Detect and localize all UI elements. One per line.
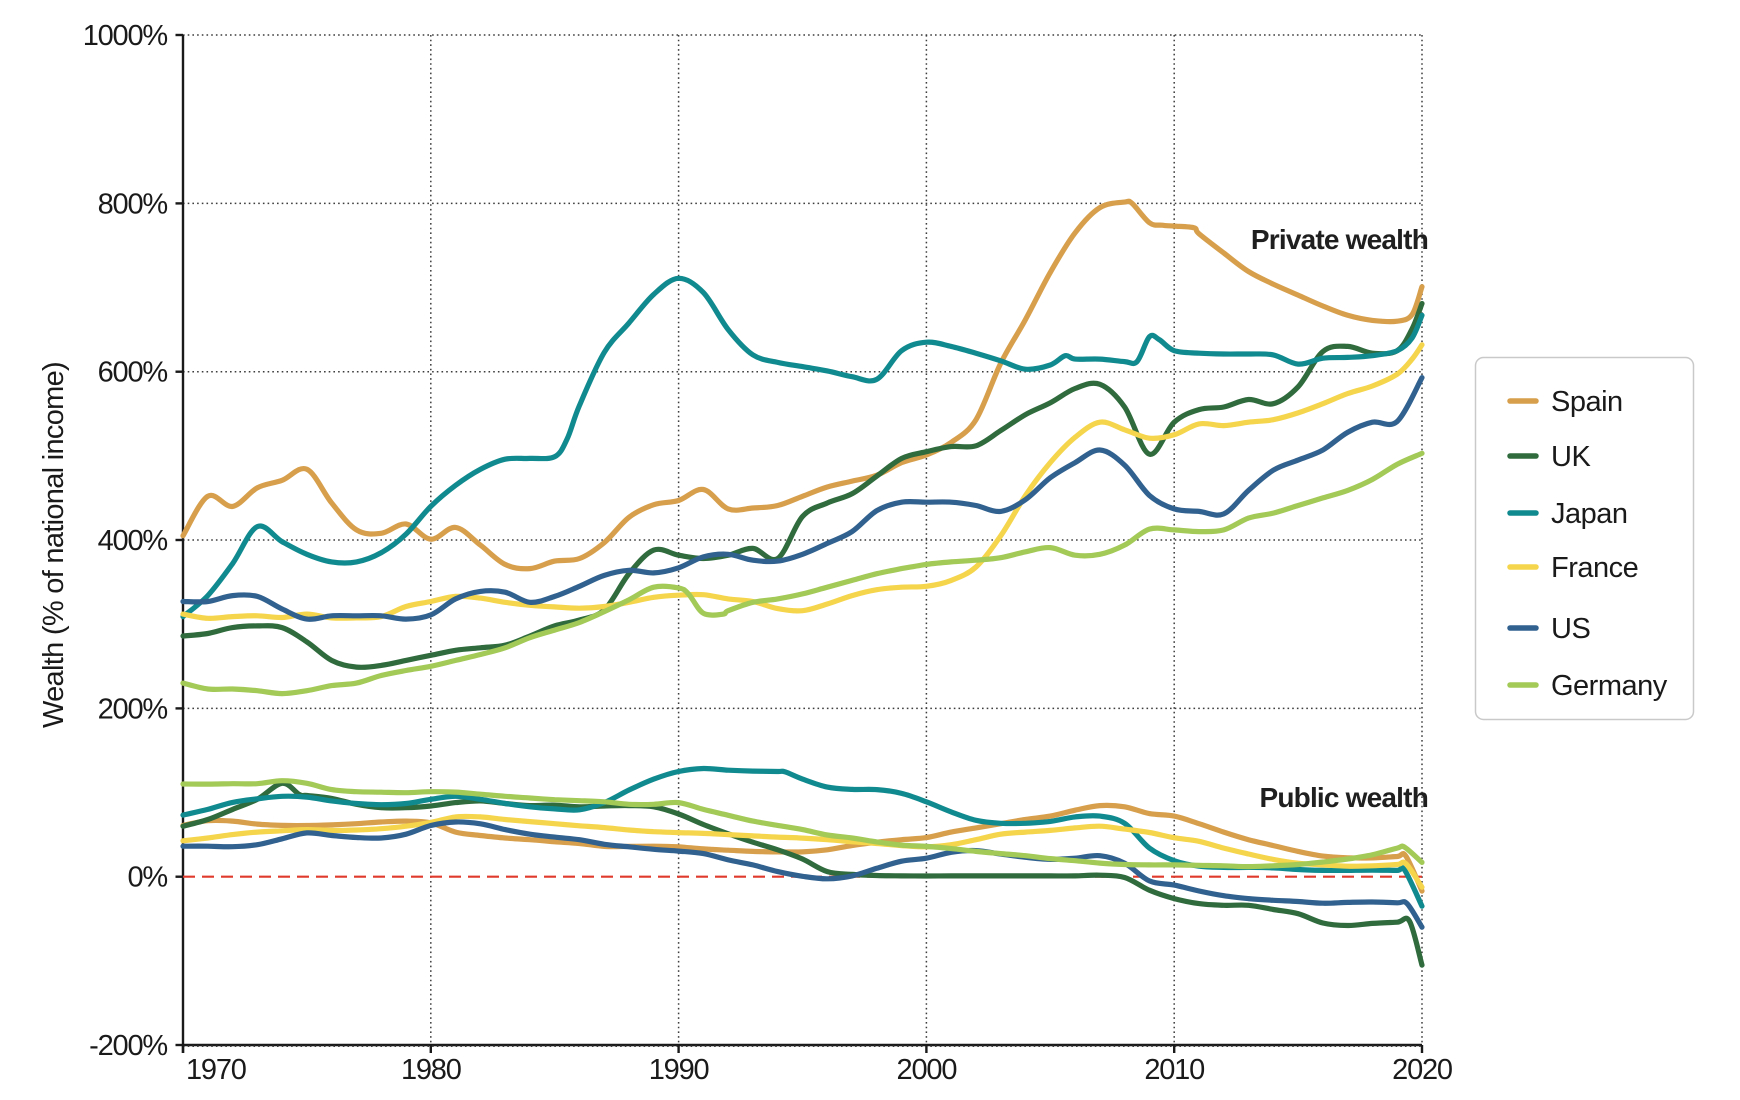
svg-text:1000%: 1000% [83, 20, 168, 52]
svg-text:Wealth (% of national income): Wealth (% of national income) [38, 362, 70, 728]
svg-text:2020: 2020 [1392, 1054, 1452, 1086]
svg-text:Private wealth: Private wealth [1251, 224, 1428, 255]
svg-text:400%: 400% [98, 525, 168, 557]
svg-text:800%: 800% [98, 188, 168, 220]
svg-text:-200%: -200% [89, 1030, 167, 1062]
svg-text:600%: 600% [98, 357, 168, 389]
svg-text:1980: 1980 [401, 1054, 461, 1086]
svg-text:France: France [1551, 552, 1638, 584]
svg-text:200%: 200% [98, 693, 168, 725]
svg-text:2000: 2000 [897, 1054, 957, 1086]
svg-text:US: US [1551, 613, 1590, 645]
svg-text:Public wealth: Public wealth [1259, 782, 1428, 813]
svg-text:Germany: Germany [1551, 670, 1668, 702]
svg-text:1990: 1990 [649, 1054, 709, 1086]
svg-text:1970: 1970 [186, 1054, 246, 1086]
svg-text:Japan: Japan [1551, 498, 1628, 530]
svg-text:0%: 0% [127, 862, 167, 894]
svg-text:UK: UK [1551, 441, 1591, 473]
svg-text:2010: 2010 [1144, 1054, 1204, 1086]
svg-text:Spain: Spain [1551, 386, 1623, 418]
